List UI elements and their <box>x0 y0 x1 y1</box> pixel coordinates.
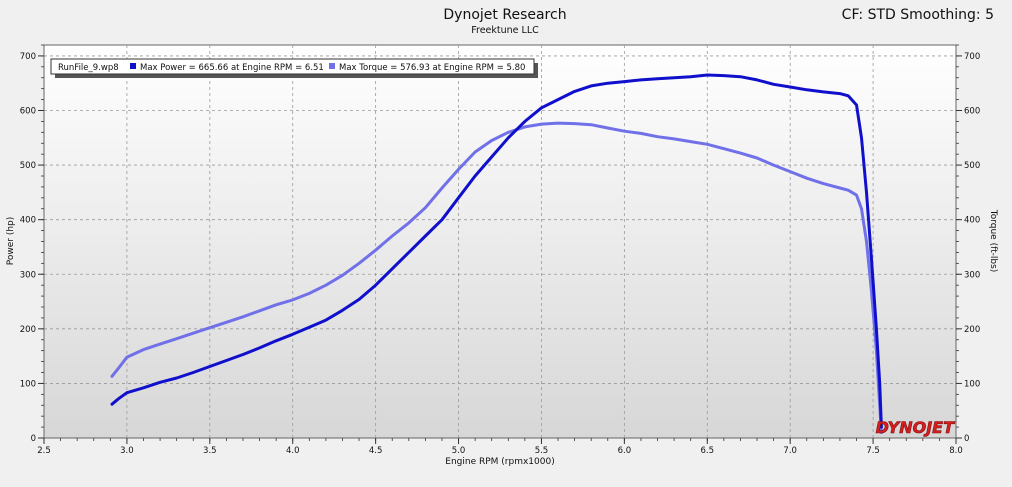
y-right-tick-labels: 0 100 200 300 400 500 600 700 <box>964 52 980 444</box>
x-axis-label: Engine RPM (rpmx1000) <box>445 457 554 467</box>
x-tick-label-3: 4.0 <box>286 446 300 456</box>
y-right-tick-label-6: 600 <box>964 107 980 117</box>
y-left-axis-label: Power (hp) <box>6 217 16 266</box>
y-left-tick-label-4: 400 <box>20 216 36 226</box>
x-tick-label-8: 6.5 <box>701 446 715 456</box>
y-right-tick-label-7: 700 <box>964 52 980 62</box>
y-left-tick-labels: 0 100 200 300 400 500 600 700 <box>20 52 36 444</box>
legend-swatch-torque <box>329 63 335 69</box>
x-tick-label-6: 5.5 <box>535 446 549 456</box>
x-tick-label-7: 6.0 <box>618 446 632 456</box>
series-line-max-torque <box>110 121 883 434</box>
y-left-tick-label-5: 500 <box>20 161 36 171</box>
x-tick-label-5: 5.0 <box>452 446 466 456</box>
x-tick-label-1: 3.0 <box>120 446 134 456</box>
plot-area <box>43 44 957 439</box>
legend-entry-power: Max Power = 665.66 at Engine RPM = 6.51 <box>140 63 324 73</box>
dynojet-logo: DYNOJET <box>876 418 956 437</box>
x-tick-label-0: 2.5 <box>37 446 51 456</box>
y-right-tick-label-4: 400 <box>964 216 980 226</box>
chart-subtitle: Freektune LLC <box>471 25 539 36</box>
x-tick-label-9: 7.0 <box>783 446 797 456</box>
y-right-tick-label-2: 200 <box>964 325 980 335</box>
grid-lines <box>44 45 956 438</box>
y-right-tick-label-0: 0 <box>964 434 969 444</box>
x-tick-label-2: 3.5 <box>203 446 217 456</box>
legend-entry-torque: Max Torque = 576.93 at Engine RPM = 5.80 <box>339 63 525 73</box>
y-left-tick-label-2: 200 <box>20 325 36 335</box>
y-left-tick-label-6: 600 <box>20 107 36 117</box>
legend-file-name: RunFile_9.wp8 <box>58 63 119 73</box>
x-tick-label-4: 4.5 <box>369 446 383 456</box>
x-tick-label-10: 7.5 <box>866 446 880 456</box>
series-lines <box>110 73 883 434</box>
y-left-tick-label-1: 100 <box>20 379 36 389</box>
y-right-tick-label-3: 300 <box>964 270 980 280</box>
legend: RunFile_9.wp8 Max Power = 665.66 at Engi… <box>50 58 538 78</box>
y-left-tick-label-3: 300 <box>20 270 36 280</box>
legend-swatch-power <box>130 63 136 69</box>
y-left-tick-label-0: 0 <box>31 434 36 444</box>
y-right-axis-label: Torque (ft-lbs) <box>988 209 998 273</box>
y-right-tick-label-5: 500 <box>964 161 980 171</box>
y-right-tick-label-1: 100 <box>964 379 980 389</box>
cf-smoothing-label: CF: STD Smoothing: 5 <box>842 7 994 23</box>
chart-title: Dynojet Research <box>443 7 566 23</box>
y-left-tick-label-7: 700 <box>20 52 36 62</box>
series-line-max-power <box>110 73 883 429</box>
legend-box <box>50 58 535 75</box>
x-tick-labels: 2.5 3.0 3.5 4.0 4.5 5.0 5.5 6.0 6.5 7.0 7.5 8.0 <box>37 446 963 456</box>
x-tick-label-11: 8.0 <box>949 446 963 456</box>
minor-ticks <box>38 44 962 444</box>
